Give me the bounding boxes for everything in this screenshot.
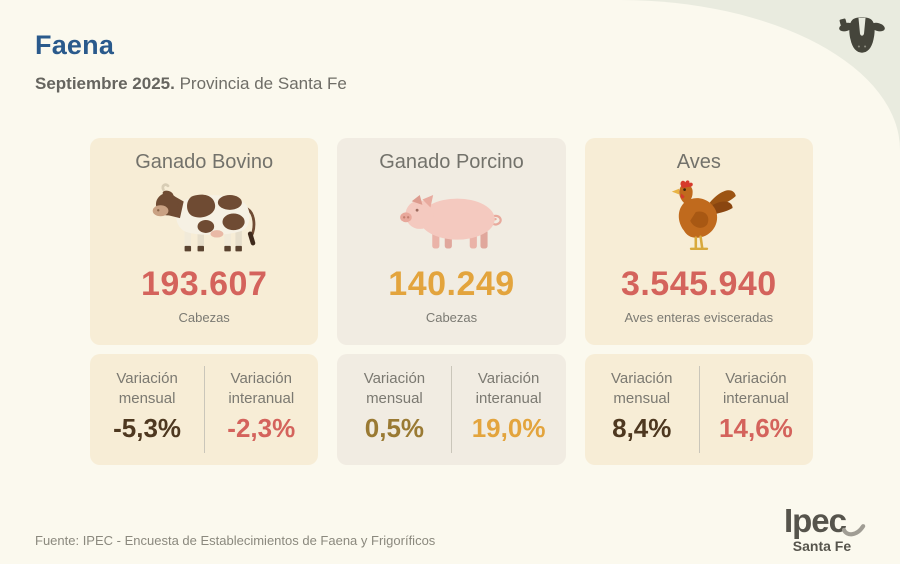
ipec-logo: Ipec Santa Fe [783,502,866,554]
stat-columns: Ganado Bovino [90,138,813,465]
variation-yearly-label: Variación interanual [722,370,789,408]
hen-icon [660,179,738,261]
card-title: Ganado Porcino [379,151,524,173]
header: Faena Septiembre 2025. Provincia de Sant… [35,30,347,94]
variation-yearly: Variación interanual -2,3% [204,354,318,465]
source-note: Fuente: IPEC - Encuesta de Establecimien… [35,533,436,548]
stat-value: 3.545.940 [620,265,777,303]
logo-region: Santa Fe [792,538,852,554]
variation-yearly-value: -2,3% [227,412,296,443]
variation-card-porcino: Variación mensual 0,5% Variación interanua… [337,354,566,465]
variation-monthly: Variación mensual -5,3% [90,354,204,465]
column-bovino: Ganado Bovino [90,138,319,465]
variation-monthly-label: Variación mensual [116,370,178,408]
pig-icon [393,179,509,261]
variation-yearly: Variación interanual 14,6% [699,354,813,465]
variation-monthly-label: Variación mensual [363,370,426,408]
variation-card-bovino: Variación mensual -5,3% Variación interanu… [90,354,319,465]
variation-yearly-value: 19,0% [471,412,546,443]
cow-head-icon [839,17,885,53]
variation-card-aves: Variación mensual 8,4% Variación interanua… [584,354,813,465]
variation-yearly: Variación interanual 19,0% [452,354,566,465]
column-porcino: Ganado Porcino 140. [337,138,566,465]
variation-yearly-label: Variación interanual [475,370,542,408]
stat-unit: Cabezas [425,310,478,325]
cow-icon [143,179,265,261]
variation-monthly-label: Variación mensual [611,370,673,408]
stat-card-porcino: Ganado Porcino 140. [337,138,566,345]
column-aves: Aves 3.545.940 Aves enteras eviscer [584,138,813,465]
stat-value: 193.607 [140,265,268,303]
divider [204,366,206,453]
variation-monthly-value: -5,3% [113,412,182,443]
logo-wordmark: Ipec [783,502,847,539]
variation-monthly: Variación mensual 8,4% [585,354,699,465]
logo-swoosh-icon [842,524,866,537]
variation-monthly-value: 8,4% [612,412,672,443]
variation-yearly-label: Variación interanual [228,370,295,408]
stat-unit: Cabezas [178,310,230,325]
subtitle-region: Provincia de Santa Fe [174,74,347,93]
page-title: Faena [35,30,115,60]
page-subtitle: Septiembre 2025. Provincia de Santa Fe [35,74,347,94]
stat-card-aves: Aves 3.545.940 Aves enteras eviscer [584,138,813,345]
subtitle-period: Septiembre 2025. [35,74,175,93]
divider [698,366,700,453]
stat-unit: Aves enteras evisceradas [624,310,774,325]
variation-monthly: Variación mensual 0,5% [337,354,451,465]
divider [451,366,453,453]
stat-value: 140.249 [388,265,515,303]
variation-monthly-value: 0,5% [364,412,425,443]
variation-yearly-value: 14,6% [719,412,793,443]
stat-card-bovino: Ganado Bovino [90,138,319,345]
card-title: Ganado Bovino [135,151,274,173]
card-title: Aves [676,151,721,173]
